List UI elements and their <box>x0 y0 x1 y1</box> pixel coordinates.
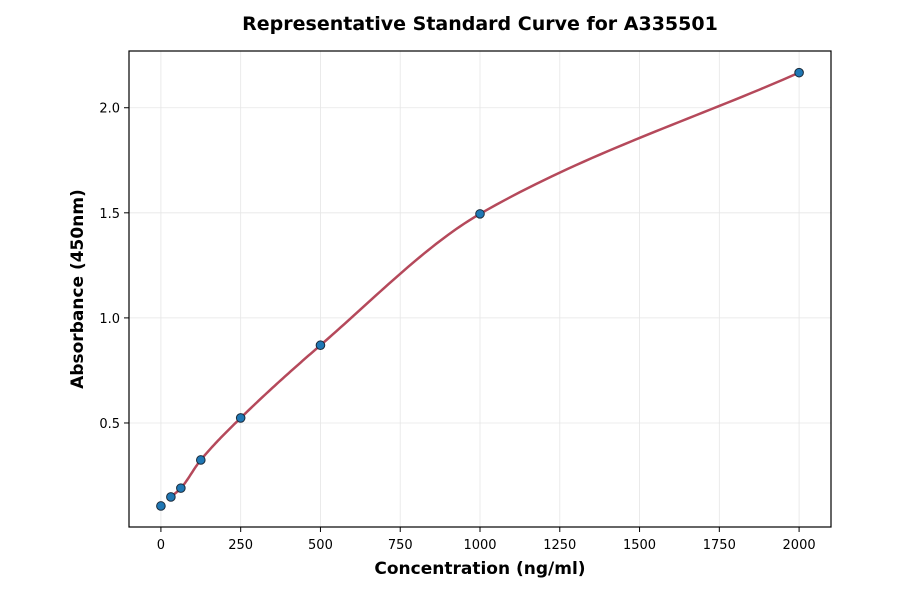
y-tick-label: 1.5 <box>99 207 120 222</box>
data-point <box>195 455 206 465</box>
y-tick-label: 0.5 <box>99 417 120 432</box>
y-axis-label: Absorbance (450nm) <box>68 189 88 389</box>
y-tick-label: 2.0 <box>99 102 120 117</box>
x-tick-label: 1500 <box>623 538 656 553</box>
data-point <box>794 67 804 78</box>
x-tick-label: 1250 <box>543 538 576 553</box>
x-tick-label: 1750 <box>703 538 736 553</box>
x-tick-label: 500 <box>308 538 333 553</box>
data-point <box>166 492 176 502</box>
y-tick-label: 1.0 <box>99 312 120 327</box>
fit-curve <box>170 71 800 498</box>
x-tick-label: 1000 <box>463 538 496 553</box>
x-tick-label: 2000 <box>783 538 816 553</box>
data-point <box>315 340 326 351</box>
data-point <box>176 483 186 493</box>
x-tick-label: 750 <box>388 538 413 553</box>
data-point <box>156 501 166 511</box>
data-point <box>235 413 246 423</box>
x-tick-label: 0 <box>157 538 165 553</box>
data-point <box>475 209 485 219</box>
x-tick-label: 250 <box>228 538 253 553</box>
chart-title: Representative Standard Curve for A33550… <box>242 13 718 35</box>
x-axis-label: Concentration (ng/ml) <box>374 559 585 579</box>
